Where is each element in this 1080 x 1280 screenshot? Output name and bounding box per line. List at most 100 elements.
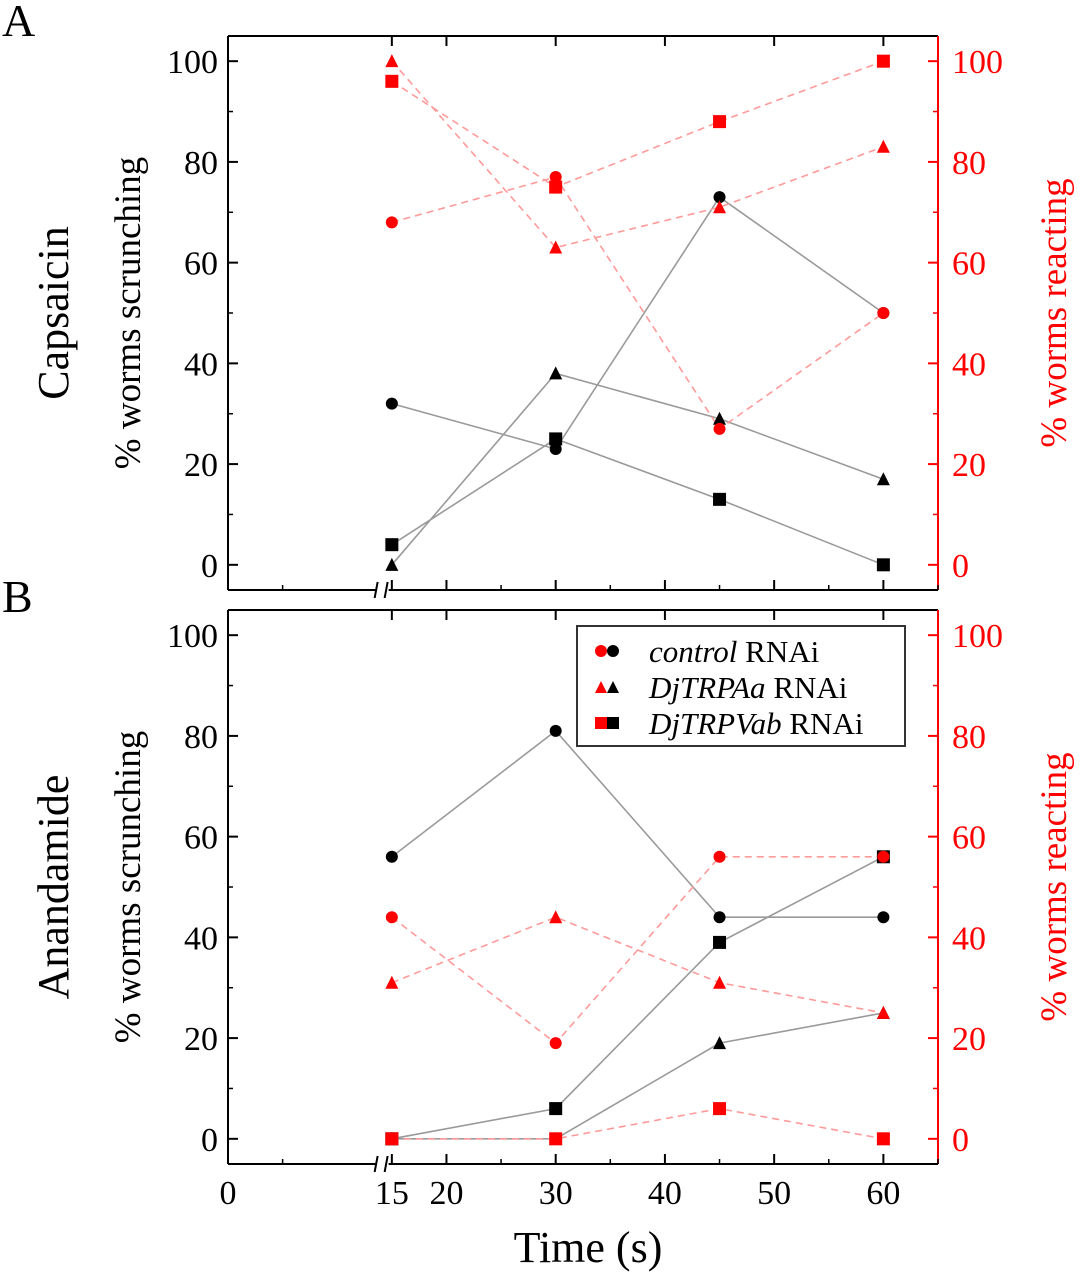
data-point-circle	[549, 171, 562, 184]
y-axis-label-right: % worms reacting	[1034, 752, 1075, 1021]
axis-break-gap	[376, 587, 389, 593]
data-point-triangle	[713, 411, 727, 425]
axis-break-mark	[383, 581, 389, 599]
data-point-square	[549, 432, 563, 446]
x-tick-label: 20	[429, 1175, 463, 1212]
panel-label: B	[2, 571, 33, 622]
y-axis-label-right: % worms reacting	[1034, 178, 1075, 447]
legend-marker	[595, 645, 607, 657]
y-tick-label-left: 20	[184, 447, 218, 484]
y-tick-label-right: 0	[952, 1122, 969, 1159]
data-point-circle	[385, 397, 398, 410]
legend-entry-2: DjTRPAa RNAi	[648, 670, 848, 705]
x-tick-label: 40	[648, 1175, 682, 1212]
data-point-circle	[877, 307, 890, 319]
data-point-triangle	[713, 1036, 727, 1050]
data-point-square	[385, 74, 399, 88]
legend-entry-italic: DjTRPVab	[648, 706, 782, 741]
axis-break-mark	[373, 1155, 379, 1173]
y-tick-label-right: 20	[952, 1021, 986, 1058]
legend-marker	[607, 645, 619, 657]
data-point-triangle	[549, 366, 563, 380]
legend-entry-3: DjTRPVab RNAi	[648, 706, 864, 741]
panel-label: A	[2, 0, 35, 46]
x-tick-labels: 0 15 20 30 40 50 60	[220, 1175, 901, 1212]
data-point-triangle	[713, 975, 727, 989]
data-point-square	[713, 115, 727, 129]
data-point-circle	[713, 911, 726, 924]
y-tick-label-left: 20	[184, 1021, 218, 1058]
y-tick-label-right: 100	[952, 618, 1003, 655]
y-tick-label-left: 60	[184, 246, 218, 283]
axis-break-mark	[383, 1155, 389, 1173]
data-point-triangle	[549, 240, 563, 254]
data-point-triangle	[385, 557, 399, 571]
data-point-triangle	[549, 910, 563, 924]
y-tick-label-right: 40	[952, 920, 986, 957]
data-point-circle	[549, 724, 562, 737]
data-point-circle	[549, 1037, 562, 1050]
y-axis-label-left: % worms scrunching	[108, 731, 149, 1043]
data-point-triangle	[385, 975, 399, 989]
series-line	[391, 856, 884, 1140]
legend-marker	[607, 717, 619, 729]
series-line	[391, 196, 884, 450]
x-tick-label: 15	[375, 1175, 409, 1212]
data-point-square	[549, 1102, 563, 1116]
data-point-square	[713, 492, 727, 506]
data-point-circle	[877, 850, 890, 863]
data-point-square	[549, 180, 563, 194]
y-tick-label-right: 60	[952, 246, 986, 283]
y-tick-label-left: 100	[167, 618, 218, 655]
y-tick-label-right: 40	[952, 346, 986, 383]
y-tick-label-left: 40	[184, 920, 218, 957]
y-tick-label-left: 60	[184, 820, 218, 857]
legend-marker	[607, 681, 619, 693]
data-point-circle	[549, 442, 562, 455]
panel-b: 0 0 20 20 40 40 60 60 80 80 100 100 Anandamide % worm…	[2, 571, 1075, 1173]
y-tick-label-right: 0	[952, 548, 969, 585]
data-point-square	[876, 558, 890, 572]
axis-break-mark	[373, 581, 379, 599]
y-tick-label-right: 100	[952, 44, 1003, 81]
series-line	[391, 60, 884, 188]
data-point-triangle	[876, 1005, 890, 1019]
data-point-square	[713, 1102, 727, 1116]
panel-a: 0 0 20 20 40 40 60 60 80 80 100 100 Capsaicin % worms…	[2, 0, 1075, 599]
y-tick-label-left: 80	[184, 145, 218, 182]
legend-marker	[595, 681, 607, 693]
data-point-square	[385, 538, 399, 552]
legend-entry-italic: DjTRPAa	[648, 670, 766, 705]
data-point-circle	[385, 850, 398, 863]
legend-marker	[595, 717, 607, 729]
data-point-circle	[713, 850, 726, 863]
data-point-triangle	[713, 200, 727, 214]
x-tick-label: 50	[757, 1175, 791, 1212]
legend-entry-italic: control	[649, 634, 737, 669]
series-line	[391, 372, 884, 566]
y-tick-label-left: 40	[184, 346, 218, 383]
x-axis-label: Time (s)	[514, 1223, 663, 1272]
y-tick-label-right: 80	[952, 719, 986, 756]
row-label: Anandamide	[29, 775, 78, 1000]
y-tick-label-left: 0	[201, 1122, 218, 1159]
data-point-circle	[385, 911, 398, 924]
data-point-triangle	[385, 54, 399, 68]
y-tick-label-right: 60	[952, 820, 986, 857]
x-tick-label: 30	[539, 1175, 573, 1212]
data-point-circle	[713, 191, 726, 204]
data-point-circle	[713, 422, 726, 435]
data-point-square	[713, 935, 727, 949]
x-tick-label: 0	[220, 1175, 237, 1212]
legend-box	[576, 625, 906, 747]
data-point-square	[549, 1132, 563, 1146]
data-point-square	[876, 54, 890, 68]
series-line	[391, 916, 884, 1014]
series-line	[391, 438, 884, 566]
legend-entry-1: control RNAi	[649, 634, 820, 669]
y-tick-label-right: 80	[952, 145, 986, 182]
data-point-circle	[385, 216, 398, 229]
data-point-square	[876, 1132, 890, 1146]
